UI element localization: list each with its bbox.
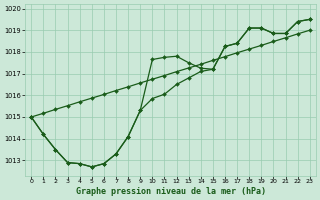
X-axis label: Graphe pression niveau de la mer (hPa): Graphe pression niveau de la mer (hPa)	[76, 187, 266, 196]
